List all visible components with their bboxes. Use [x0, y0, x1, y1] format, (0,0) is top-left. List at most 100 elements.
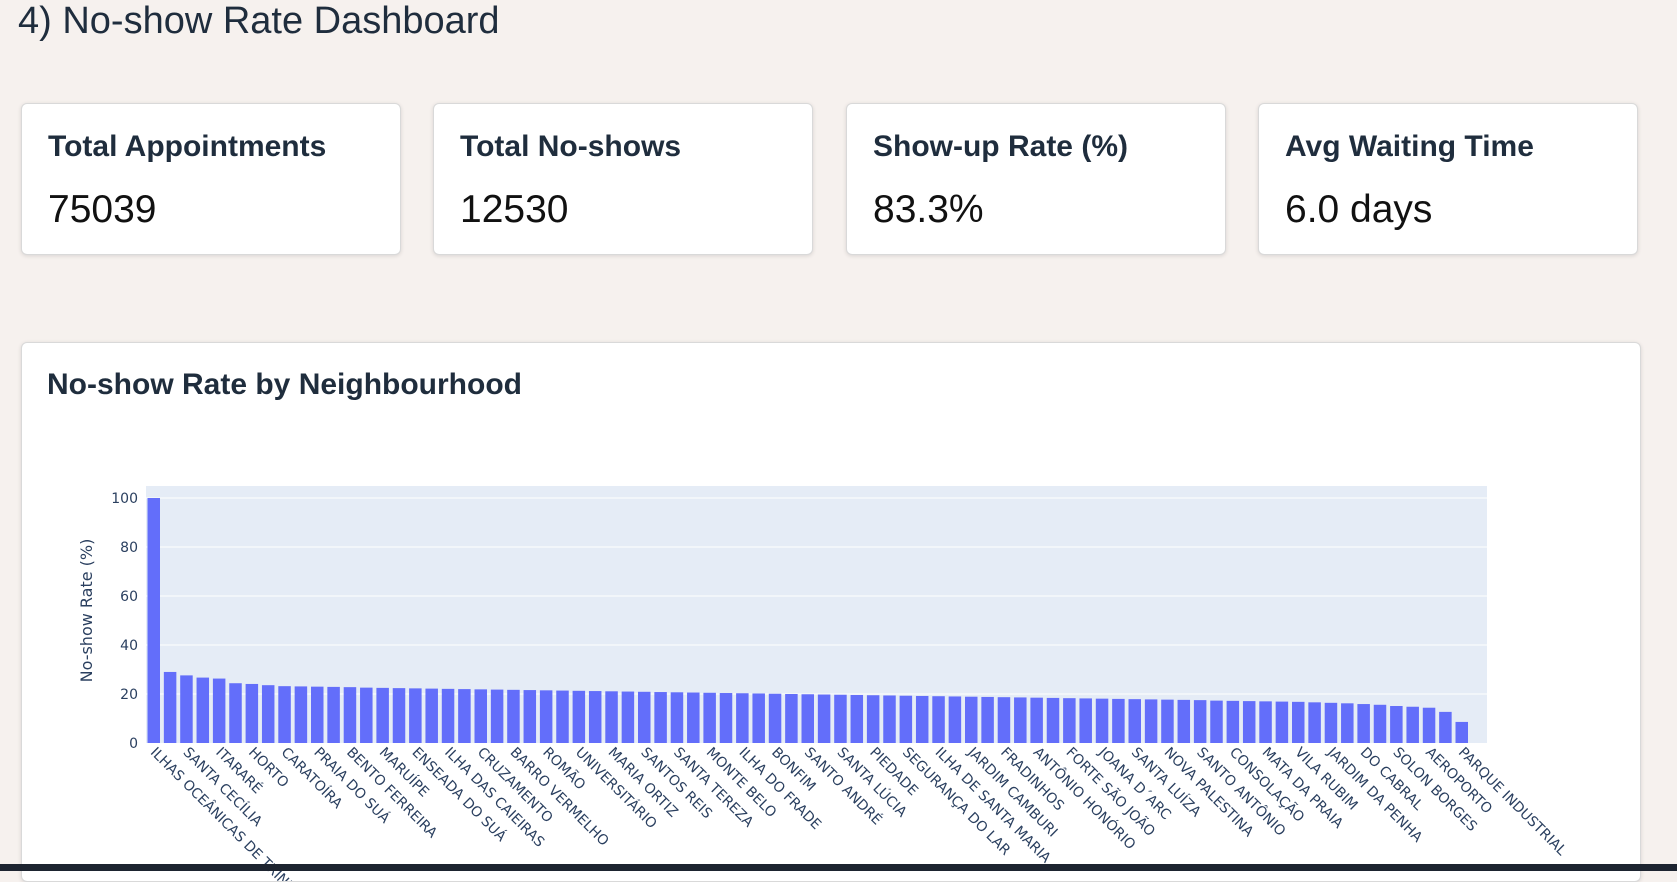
bar [1112, 698, 1125, 743]
bar [948, 696, 962, 743]
y-axis-title: No-show Rate (%) [77, 539, 96, 683]
bar [1275, 701, 1289, 743]
bar [458, 689, 471, 743]
page-title: 4) No-show Rate Dashboard [18, 0, 500, 42]
bar [539, 690, 553, 743]
kpi-label: Total No-shows [460, 130, 682, 163]
bar [278, 686, 291, 743]
kpi-value: 6.0 days [1285, 188, 1433, 231]
bar [1259, 701, 1272, 743]
y-tick-label: 80 [120, 540, 138, 556]
bar [752, 693, 765, 743]
kpi-label: Total Appointments [48, 130, 327, 163]
bar [654, 692, 667, 743]
bar [1210, 700, 1223, 743]
bar [1373, 704, 1387, 743]
y-tick-label: 100 [111, 491, 138, 507]
bar [441, 688, 455, 743]
bar [1439, 711, 1452, 743]
bar [605, 691, 618, 743]
bar [425, 688, 438, 743]
kpi-card-avg-waiting-time: Avg Waiting Time 6.0 days [1258, 103, 1638, 255]
bar [1406, 706, 1419, 743]
bar [703, 692, 716, 743]
bar [1357, 704, 1370, 743]
bar [817, 694, 831, 743]
bar [360, 687, 373, 743]
bar [670, 692, 684, 743]
bar [1161, 699, 1174, 743]
bar [866, 695, 880, 743]
bar [474, 689, 487, 743]
y-tick-label: 60 [120, 589, 138, 605]
kpi-value: 75039 [48, 188, 157, 231]
bar [1046, 697, 1060, 743]
bar [965, 696, 978, 743]
bar [163, 671, 177, 743]
bar [311, 686, 324, 743]
bar [834, 694, 847, 743]
bar [1341, 703, 1354, 743]
bar [1128, 699, 1141, 743]
bar [294, 686, 308, 743]
bar [801, 694, 814, 743]
bar [588, 691, 602, 743]
bar [915, 695, 929, 743]
bar [768, 693, 782, 743]
bar [1390, 706, 1403, 743]
bar [883, 695, 896, 743]
bar [147, 498, 160, 743]
bar [1226, 700, 1240, 743]
y-tick-label: 0 [129, 736, 138, 752]
bar [932, 696, 945, 743]
bar [572, 690, 586, 743]
bar [376, 687, 389, 743]
bar [409, 688, 422, 743]
bar [1455, 721, 1468, 743]
chart-title: No-show Rate by Neighbourhood [47, 368, 522, 401]
bar [1193, 700, 1207, 743]
bar [850, 694, 864, 743]
bar [1095, 698, 1109, 743]
bar [180, 675, 193, 743]
bar [1308, 702, 1321, 743]
bar [1422, 707, 1436, 743]
y-tick-label: 40 [120, 638, 138, 654]
bottom-bar [0, 864, 1677, 871]
chart-card: 0 20 40 60 80 100 No-show Rate (%) ILHAS OCEÂNI… [21, 342, 1641, 882]
bar [556, 690, 569, 743]
bar [638, 691, 651, 743]
bar [719, 693, 733, 743]
bar [343, 687, 357, 743]
bar [785, 694, 798, 743]
bar [1292, 701, 1305, 743]
bar [1030, 697, 1043, 743]
bar [245, 683, 259, 743]
bar [392, 688, 406, 743]
kpi-value: 83.3% [873, 188, 984, 231]
bar [997, 697, 1011, 743]
bar [621, 691, 635, 743]
bar [490, 689, 504, 743]
kpi-card-total-appointments: Total Appointments 75039 [21, 103, 401, 255]
bar [327, 686, 340, 743]
bar [981, 696, 994, 743]
bar [687, 692, 700, 743]
bar [507, 689, 520, 743]
kpi-card-show-up-rate: Show-up Rate (%) 83.3% [846, 103, 1226, 255]
bar [229, 683, 242, 743]
bar [1242, 701, 1256, 743]
bar [1144, 699, 1158, 743]
bar [212, 678, 226, 743]
bar [736, 693, 749, 743]
bar [1014, 697, 1027, 743]
y-tick-label: 20 [120, 687, 138, 703]
kpi-card-total-no-shows: Total No-shows 12530 [433, 103, 813, 255]
bar [899, 695, 913, 743]
bar [1177, 699, 1191, 743]
bar [523, 690, 537, 743]
bar [1079, 698, 1092, 743]
bar [196, 677, 210, 743]
kpi-value: 12530 [460, 188, 569, 231]
